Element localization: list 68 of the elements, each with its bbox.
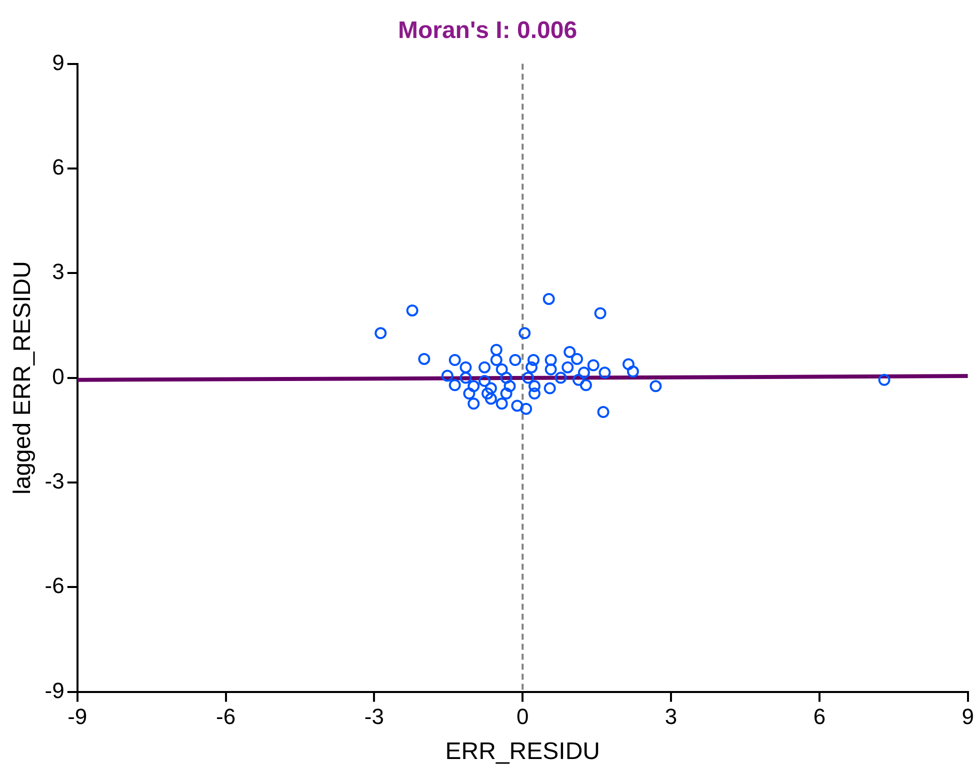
point [500,388,512,400]
point [490,354,502,366]
x-tick-label: 6 [813,704,826,730]
point [484,392,497,405]
point [374,327,387,340]
point [522,372,534,384]
x-tick-label: 9 [962,704,974,730]
point [500,372,512,384]
point [544,363,557,376]
x-tick-label: -3 [364,704,384,730]
point [460,361,472,374]
y-tick-label: -6 [44,573,64,598]
point [518,327,531,340]
point [554,372,567,384]
x-axis-title: ERR_RESIDU [445,738,600,766]
point [406,304,418,316]
point [496,363,508,376]
point [441,370,454,382]
x-tick-label: 3 [664,704,678,730]
point [478,361,491,374]
y-axis-title: lagged ERR_RESIDU [9,261,36,495]
point [528,388,540,400]
point [571,352,584,365]
point [580,379,592,392]
point [626,366,639,378]
point [622,358,634,370]
point [448,379,461,392]
y-tick-label: -3 [44,468,64,494]
point [526,361,538,374]
point [511,400,524,412]
point [528,354,540,366]
point [564,346,576,358]
y-tick-label: -9 [44,678,64,703]
point [578,366,590,379]
point [478,374,491,387]
point [542,292,555,305]
point [418,352,430,365]
point [597,406,610,418]
point [594,307,606,320]
point [587,359,600,372]
point [562,361,574,374]
point [481,388,494,400]
point [484,382,497,394]
point [463,388,476,400]
point [496,398,508,410]
point [448,354,461,366]
x-tick-label: -6 [216,704,236,730]
point [468,380,480,392]
point [520,402,532,415]
point [468,398,480,410]
x-tick-label: -9 [68,704,88,730]
point [544,354,557,366]
point [504,380,516,392]
chart-title: Moran's I: 0.006 [398,17,578,44]
point [572,374,585,386]
point [528,380,540,392]
y-tick-label: 3 [52,259,64,284]
y-tick-label: 6 [52,154,64,180]
point [650,380,662,392]
point [490,344,502,356]
point [878,374,890,386]
y-tick-label: 0 [52,364,64,389]
x-tick-label: 0 [516,704,529,730]
y-tick-label: 9 [52,50,64,75]
point [509,354,522,366]
point [544,382,556,394]
point [460,372,472,384]
point [598,366,611,379]
